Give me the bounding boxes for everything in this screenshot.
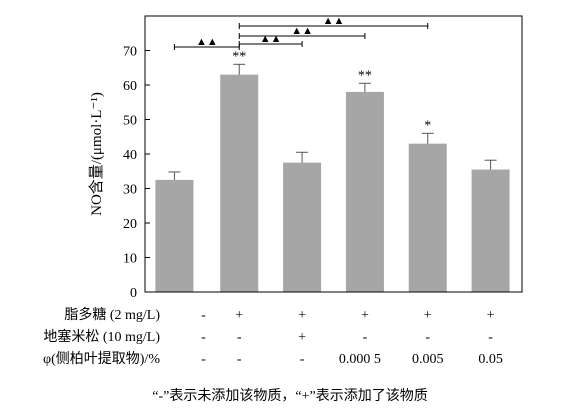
comparison-marker: ▲▲ <box>260 33 282 45</box>
treatment-cell: - <box>488 330 493 345</box>
y-tick-label: 20 <box>123 217 137 232</box>
significance-label: ** <box>358 68 372 83</box>
treatment-cell: - <box>201 352 206 367</box>
y-tick-label: 70 <box>123 45 137 60</box>
treatment-cell: + <box>298 308 306 323</box>
treatment-cell: 0.005 <box>412 352 444 367</box>
treatment-cell: - <box>425 330 430 345</box>
significance-label: * <box>424 118 431 133</box>
error-bars <box>168 63 497 180</box>
treatment-cell: + <box>487 308 495 323</box>
treatment-table: 脂多糖 (2 mg/L) - + + + + + 地塞米松 (10 mg/L) - - + - - - φ(… <box>43 306 503 367</box>
significance-label: ** <box>232 49 246 64</box>
treatment-cell: - <box>300 352 305 367</box>
y-tick-label: 60 <box>123 79 137 94</box>
treatment-cell: - <box>237 352 242 367</box>
treatment-cell: - <box>201 308 206 323</box>
y-axis-ticks: 0 10 20 30 40 50 60 70 <box>123 45 150 301</box>
bars <box>155 74 510 293</box>
plot-frame <box>144 15 523 293</box>
bar <box>220 74 259 293</box>
comparison-marker: ▲▲ <box>291 25 313 37</box>
comparison-brackets: ▲▲ ▲▲ ▲▲ ▲▲ <box>173 15 429 50</box>
treatment-cell: + <box>235 308 243 323</box>
y-tick-label: 50 <box>123 114 137 129</box>
treatment-cell: 0.05 <box>478 352 503 367</box>
bar <box>155 179 194 292</box>
comparison-marker: ▲▲ <box>323 15 345 27</box>
treatment-row-label: 脂多糖 (2 mg/L) <box>64 306 160 323</box>
treatment-cell: 0.000 5 <box>339 352 381 367</box>
treatment-cell: + <box>361 308 369 323</box>
footnote: “-”表示未添加该物质，“+”表示添加了该物质 <box>152 388 427 404</box>
y-axis-label: NO含量/(μmol·L⁻¹) <box>88 92 105 216</box>
y-tick-label: 30 <box>123 183 137 198</box>
bar <box>471 169 510 292</box>
bar <box>408 143 447 292</box>
treatment-row-label: φ(侧柏叶提取物)/% <box>43 351 160 367</box>
treatment-cell: + <box>424 308 432 323</box>
treatment-row-label: 地塞米松 (10 mg/L) <box>43 328 160 345</box>
y-tick-label: 0 <box>130 286 137 301</box>
comparison-marker: ▲▲ <box>196 36 218 48</box>
treatment-cell: + <box>298 330 306 345</box>
y-tick-label: 10 <box>123 252 137 267</box>
treatment-cell: - <box>237 330 242 345</box>
bar <box>345 91 384 293</box>
significance-markers: ***** <box>232 49 431 133</box>
y-tick-label: 40 <box>123 148 137 163</box>
bar <box>283 162 322 292</box>
treatment-cell: - <box>363 330 368 345</box>
treatment-cell: - <box>201 330 206 345</box>
